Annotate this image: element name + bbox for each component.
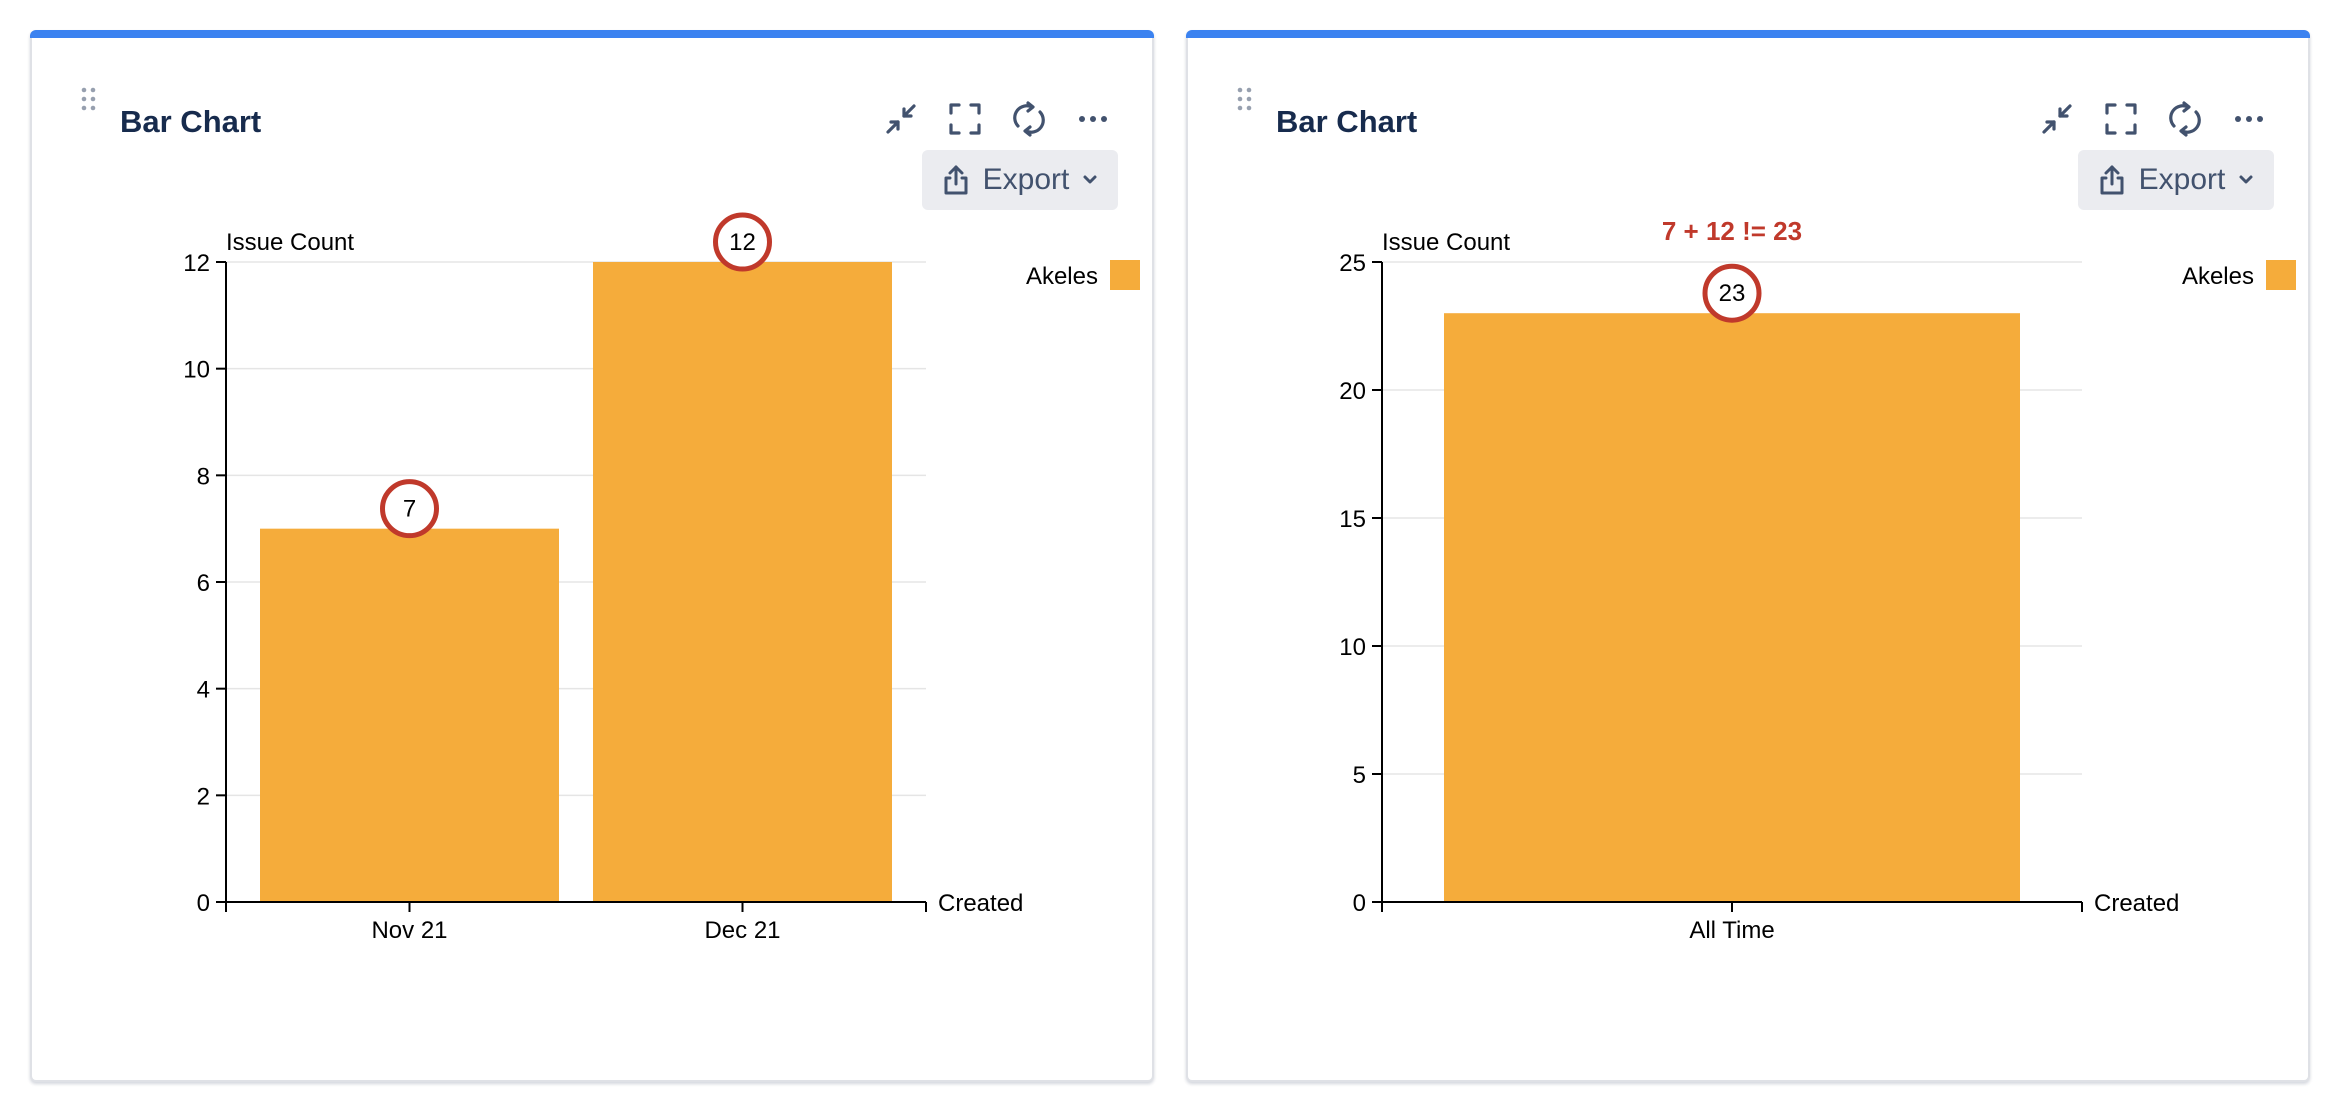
y-tick-label: 8 [197, 463, 210, 490]
y-tick-label: 5 [1353, 762, 1366, 789]
y-tick-label: 4 [197, 677, 210, 704]
export-label: Export [2138, 163, 2226, 196]
y-tick-label: 12 [183, 250, 210, 277]
data-label: 23 [1719, 280, 1746, 307]
bar [260, 528, 559, 902]
chevron-down-icon [1083, 175, 1097, 184]
more-icon[interactable] [1072, 98, 1114, 140]
drag-handle-icon[interactable] [80, 86, 98, 112]
highlight-circle [380, 479, 439, 539]
x-tick-label: Nov 21 [371, 917, 447, 944]
x-axis-label: Created [938, 890, 1023, 917]
y-axis-label: Issue Count [1382, 229, 1510, 256]
bar [1444, 313, 2020, 902]
export-button[interactable]: Export [922, 150, 1118, 210]
data-label: 7 [403, 496, 416, 523]
x-tick-label: All Time [1689, 917, 1774, 944]
data-label: 12 [729, 229, 756, 256]
y-tick-label: 10 [1339, 634, 1366, 661]
export-icon [2100, 165, 2124, 195]
dashboard-gadget-bar-chart-left: Bar Chart Export 0 2 4 6 8 10 12 Nov 21 7 Dec 21 1… [30, 30, 1154, 1082]
fullscreen-icon[interactable] [2100, 98, 2142, 140]
legend-swatch [1110, 260, 1140, 290]
y-tick-label: 10 [183, 357, 210, 384]
y-tick-label: 20 [1339, 378, 1366, 405]
y-tick-label: 6 [197, 570, 210, 597]
panel-title: Bar Chart [1276, 104, 1418, 139]
drag-handle-icon[interactable] [1236, 86, 1254, 112]
dashboard-gadget-bar-chart-right: Bar Chart Export 0 5 10 15 20 25 All Time 23 Iss… [1186, 30, 2310, 1082]
fullscreen-icon[interactable] [944, 98, 986, 140]
bar [593, 262, 892, 902]
highlight-circle [1702, 263, 1762, 323]
y-tick-label: 0 [197, 890, 210, 917]
minimize-icon[interactable] [880, 98, 922, 140]
bar-chart: 0 5 10 15 20 25 All Time 23 Issue Count Created Ak… [1339, 216, 2296, 944]
y-tick-label: 2 [197, 783, 210, 810]
annotation-text: 7 + 12 != 23 [1662, 216, 1802, 246]
legend-label: Akeles [1026, 263, 1098, 290]
more-icon[interactable] [2228, 98, 2270, 140]
y-axis-label: Issue Count [226, 229, 354, 256]
x-axis-label: Created [2094, 890, 2179, 917]
refresh-icon[interactable] [1008, 98, 1050, 140]
highlight-circle [713, 212, 772, 272]
y-tick-label: 15 [1339, 506, 1366, 533]
refresh-icon[interactable] [2164, 98, 2206, 140]
legend-swatch [2266, 260, 2296, 290]
y-tick-label: 25 [1339, 250, 1366, 277]
export-button[interactable]: Export [2078, 150, 2274, 210]
y-tick-label: 0 [1353, 890, 1366, 917]
x-tick-label: Dec 21 [704, 917, 780, 944]
minimize-icon[interactable] [2036, 98, 2078, 140]
chevron-down-icon [2239, 175, 2253, 184]
legend-label: Akeles [2182, 263, 2254, 290]
export-icon [944, 165, 968, 195]
panel-title: Bar Chart [120, 104, 262, 139]
bar-chart: 0 2 4 6 8 10 12 Nov 21 7 Dec 21 12 Issue Count Creat… [183, 212, 1140, 944]
export-label: Export [982, 163, 1070, 196]
